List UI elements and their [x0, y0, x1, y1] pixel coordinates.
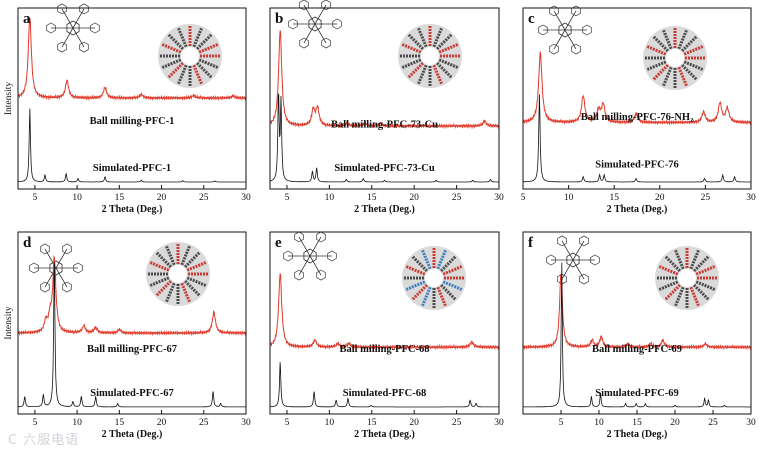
x-tick-label: 5 — [285, 418, 290, 428]
panel-letter: d — [23, 235, 32, 251]
x-tick-label: 15 — [115, 418, 125, 428]
framework-structure-icon — [402, 246, 466, 310]
x-tick-label: 20 — [157, 193, 167, 203]
panel-e: Ball milling-PFC-68 Simulated-PFC-68 5 10 15… — [269, 231, 504, 440]
x-tick-label: 20 — [409, 418, 419, 428]
series-label: Simulated-PFC-76 — [595, 159, 678, 170]
series-line-experimental — [17, 17, 247, 102]
x-axis-label: 2 Theta (Deg.) — [102, 204, 163, 215]
series-line-experimental — [269, 30, 500, 130]
linker-structure-icon — [46, 3, 100, 53]
x-tick-label: 25 — [452, 418, 462, 428]
x-tick-label: 25 — [708, 418, 718, 428]
series-label: Simulated-PFC-1 — [93, 163, 171, 174]
series-line-simulated — [523, 262, 751, 408]
panel-f: Ball milling-PFC-69 Simulated-PFC-69 5 10 15… — [522, 231, 756, 440]
series-label: Ball milling-PFC-73-Cu — [331, 119, 438, 130]
x-tick-label: 15 — [609, 193, 619, 203]
y-axis-label: Intensity — [4, 306, 14, 339]
series-line-simulated — [269, 93, 499, 183]
series-line-experimental — [522, 273, 752, 351]
x-tick-label: 5 — [285, 193, 290, 203]
series-label: Ball milling-PFC-68 — [339, 344, 429, 355]
series-label: Simulated-PFC-68 — [343, 388, 426, 399]
series-line-experimental — [269, 272, 500, 351]
framework-structure-icon — [158, 24, 222, 88]
series-label: Ball milling-PFC-69 — [592, 344, 682, 355]
framework-structure-icon — [146, 242, 210, 306]
x-tick-label: 10 — [325, 193, 335, 203]
x-tick-label: 5 — [559, 418, 564, 428]
framework-structure-icon — [398, 24, 462, 88]
x-tick-label: 20 — [157, 418, 167, 428]
plot-frame — [522, 7, 752, 190]
panel-letter: e — [275, 235, 282, 251]
linker-structure-icon — [288, 0, 342, 49]
panel-letter: c — [528, 11, 535, 27]
x-tick-label: 10 — [325, 418, 335, 428]
plot-frame — [17, 231, 247, 415]
series-line-simulated — [18, 262, 246, 408]
x-axis-label: 2 Theta (Deg.) — [102, 429, 163, 440]
x-tick-label: 30 — [241, 418, 251, 428]
framework-structure-icon — [643, 26, 707, 90]
x-tick-label: 25 — [199, 193, 209, 203]
linker-structure-icon — [283, 231, 337, 281]
series-line-simulated — [18, 108, 246, 183]
plot-frame — [522, 231, 752, 415]
series-label: Simulated-PFC-69 — [595, 388, 678, 399]
x-tick-label: 10 — [594, 418, 604, 428]
x-axis-label: 2 Theta (Deg.) — [354, 429, 415, 440]
x-axis-label: 2 Theta (Deg.) — [607, 429, 668, 440]
series-label: Simulated-PFC-73-Cu — [334, 163, 434, 174]
linker-structure-icon — [546, 235, 600, 285]
plot-frame — [269, 231, 500, 415]
series-label: Ball milling-PFC-76-NH₂ — [581, 112, 694, 123]
series-label: Ball milling-PFC-67 — [87, 344, 177, 355]
linker-structure-icon — [538, 5, 592, 55]
x-axis-label: 2 Theta (Deg.) — [607, 204, 668, 215]
panel-c: Ball milling-PFC-76-NH₂ Simulated-PFC-76 5… — [521, 5, 756, 215]
x-tick-label: 10 — [72, 418, 82, 428]
series-label: Simulated-PFC-67 — [90, 388, 173, 399]
x-tick-label: 30 — [746, 418, 756, 428]
panel-letter: a — [23, 11, 31, 27]
x-tick-label: 15 — [632, 418, 642, 428]
series-line-simulated — [523, 94, 751, 183]
x-tick-label: 5 — [33, 193, 38, 203]
x-tick-label: 15 — [115, 193, 125, 203]
panel-letter: f — [528, 235, 534, 251]
series-line-experimental — [522, 51, 752, 126]
x-tick-label: 30 — [494, 193, 504, 203]
series-line-experimental — [17, 255, 247, 337]
panel-d: Ball milling-PFC-67 Simulated-PFC-67 5 10 15… — [4, 231, 251, 440]
watermark: C 六服电语 — [8, 433, 80, 448]
series-line-simulated — [270, 361, 499, 408]
x-tick-label: 25 — [701, 193, 711, 203]
x-tick-label: 15 — [367, 193, 377, 203]
x-tick-label: 5 — [521, 193, 526, 203]
plot-frame — [17, 7, 247, 190]
x-tick-label: 20 — [409, 193, 419, 203]
x-tick-label: 5 — [33, 418, 38, 428]
x-tick-label: 30 — [241, 193, 251, 203]
x-tick-label: 25 — [199, 418, 209, 428]
x-tick-label: 15 — [367, 418, 377, 428]
plot-frame — [269, 7, 500, 190]
x-tick-label: 20 — [670, 418, 680, 428]
x-tick-label: 30 — [746, 193, 756, 203]
x-tick-label: 30 — [494, 418, 504, 428]
panel-letter: b — [275, 11, 283, 27]
y-axis-label: Intensity — [4, 82, 14, 115]
x-axis-label: 2 Theta (Deg.) — [354, 204, 415, 215]
x-tick-label: 20 — [655, 193, 665, 203]
x-tick-label: 10 — [72, 193, 82, 203]
series-label: Ball milling-PFC-1 — [90, 116, 175, 127]
x-tick-label: 25 — [452, 193, 462, 203]
framework-structure-icon — [655, 246, 719, 310]
panel-b: Ball milling-PFC-73-Cu Simulated-PFC-73-C… — [269, 0, 504, 215]
x-tick-label: 10 — [564, 193, 574, 203]
panel-a: Ball milling-PFC-1 Simulated-PFC-1 5 10 15 20… — [4, 3, 251, 215]
